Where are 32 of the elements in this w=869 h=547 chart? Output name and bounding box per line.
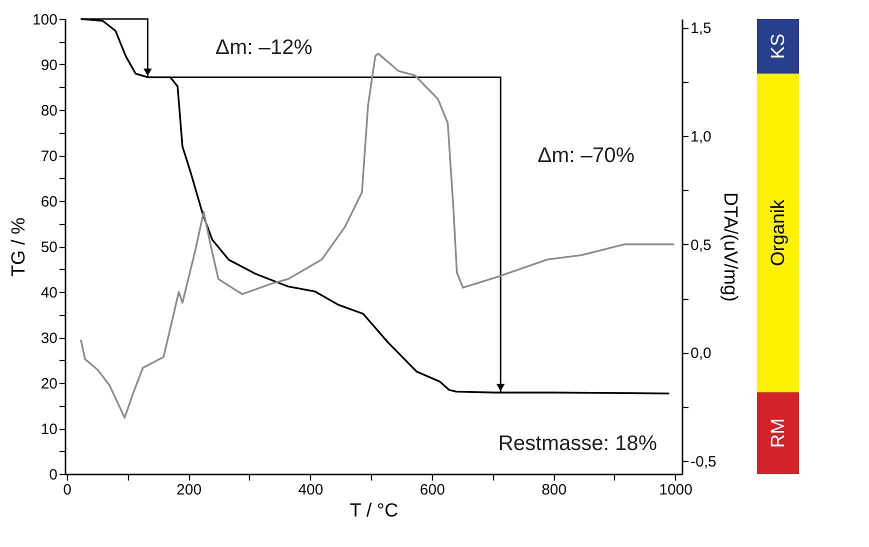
series-label: Organik [768, 199, 789, 266]
annotation: Δm: –70% [538, 144, 635, 168]
y2-axis-title: DTA/(uV/mg) [719, 192, 740, 302]
y2-tick-label: 1,0 [690, 128, 712, 146]
y-tick-label: 50 [40, 239, 58, 256]
x-tick-label: 800 [542, 482, 567, 498]
y-axis-title: TG / % [8, 217, 30, 277]
series-label: KS [768, 34, 789, 59]
y2-tick-label: 0,5 [690, 236, 712, 254]
x-tick-label: 200 [176, 482, 202, 498]
y-tick-label: 40 [40, 284, 58, 302]
x-tick-label: 1000 [659, 482, 692, 498]
y-tick-label: 80 [40, 102, 58, 120]
y-tick-label: 60 [40, 194, 58, 210]
x-tick-label: 400 [298, 482, 324, 498]
annotation: Δm: –12% [216, 36, 312, 60]
y-tick-label: 10 [40, 421, 58, 438]
y-tick-label: 100 [32, 12, 58, 28]
annotation: Restmasse: 18% [498, 432, 657, 455]
series-label: RM [768, 418, 789, 448]
y-tick-label: 20 [40, 376, 58, 392]
y-tick-label: 30 [40, 330, 58, 347]
line-series [80, 52, 675, 419]
y2-tick-label: 0,0 [690, 345, 712, 362]
y2-tick-label: -0,5 [690, 454, 716, 470]
x-tick-label: 600 [420, 482, 445, 498]
y-tick-label: 0 [49, 466, 58, 484]
y2-tick-label: 1,5 [690, 20, 712, 38]
y-tick-label: 70 [40, 148, 58, 165]
x-axis-title: T / °C [350, 500, 398, 522]
y-tick-label: 90 [40, 57, 58, 74]
x-tick-label: 0 [63, 482, 72, 498]
